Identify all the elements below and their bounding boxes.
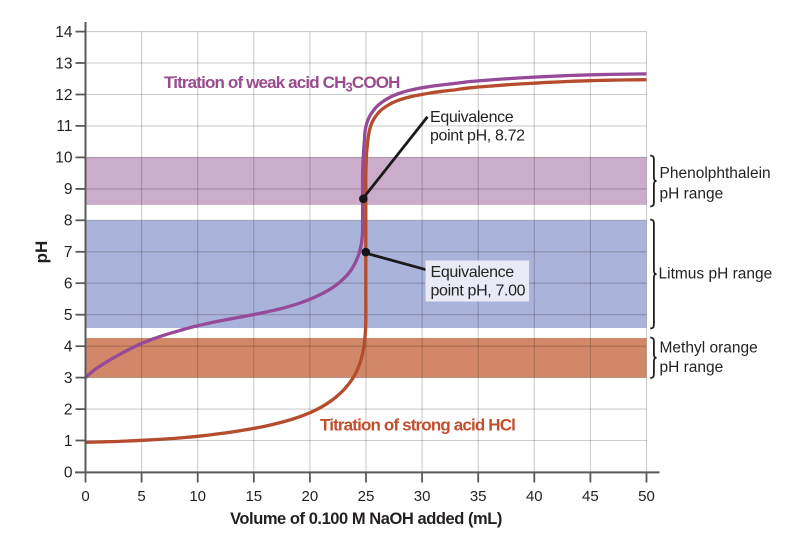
svg-text:8: 8: [64, 213, 73, 230]
svg-text:7: 7: [64, 244, 73, 261]
svg-text:6: 6: [64, 276, 73, 293]
svg-text:5: 5: [64, 307, 73, 324]
svg-text:4: 4: [64, 339, 73, 356]
svg-text:Equivalence: Equivalence: [430, 109, 514, 126]
svg-text:Titration of strong acid HCl: Titration of strong acid HCl: [320, 415, 515, 434]
svg-text:20: 20: [302, 488, 319, 505]
svg-text:pH range: pH range: [660, 359, 724, 376]
svg-text:Volume of 0.100 M NaOH added (: Volume of 0.100 M NaOH added (mL): [230, 510, 502, 528]
svg-text:30: 30: [414, 488, 431, 505]
svg-text:5: 5: [137, 488, 145, 505]
svg-text:pH range: pH range: [660, 185, 724, 202]
svg-text:Methyl orange: Methyl orange: [660, 340, 758, 357]
svg-text:14: 14: [55, 24, 73, 41]
svg-text:9: 9: [64, 181, 73, 198]
svg-text:2: 2: [64, 401, 73, 418]
svg-text:40: 40: [526, 488, 543, 505]
svg-text:point pH, 7.00: point pH, 7.00: [431, 283, 526, 300]
svg-text:15: 15: [245, 488, 262, 505]
svg-text:Equivalence: Equivalence: [431, 264, 515, 281]
svg-text:25: 25: [358, 488, 375, 505]
svg-text:10: 10: [55, 150, 73, 167]
svg-text:35: 35: [470, 488, 487, 505]
svg-text:Phenolphthalein: Phenolphthalein: [660, 165, 771, 182]
svg-text:45: 45: [582, 488, 599, 505]
svg-text:point pH, 8.72: point pH, 8.72: [430, 128, 525, 145]
svg-text:50: 50: [638, 488, 655, 505]
svg-text:1: 1: [64, 433, 73, 450]
svg-text:0: 0: [81, 488, 89, 505]
svg-text:Titration of weak acid CH3COOH: Titration of weak acid CH3COOH: [164, 73, 400, 95]
svg-text:0: 0: [64, 464, 73, 481]
svg-text:10: 10: [189, 488, 206, 505]
svg-text:Litmus pH range: Litmus pH range: [659, 266, 773, 283]
svg-text:12: 12: [55, 87, 72, 104]
svg-text:3: 3: [64, 370, 73, 387]
svg-text:pH: pH: [32, 241, 51, 264]
svg-text:11: 11: [56, 118, 72, 135]
svg-text:13: 13: [55, 55, 72, 72]
